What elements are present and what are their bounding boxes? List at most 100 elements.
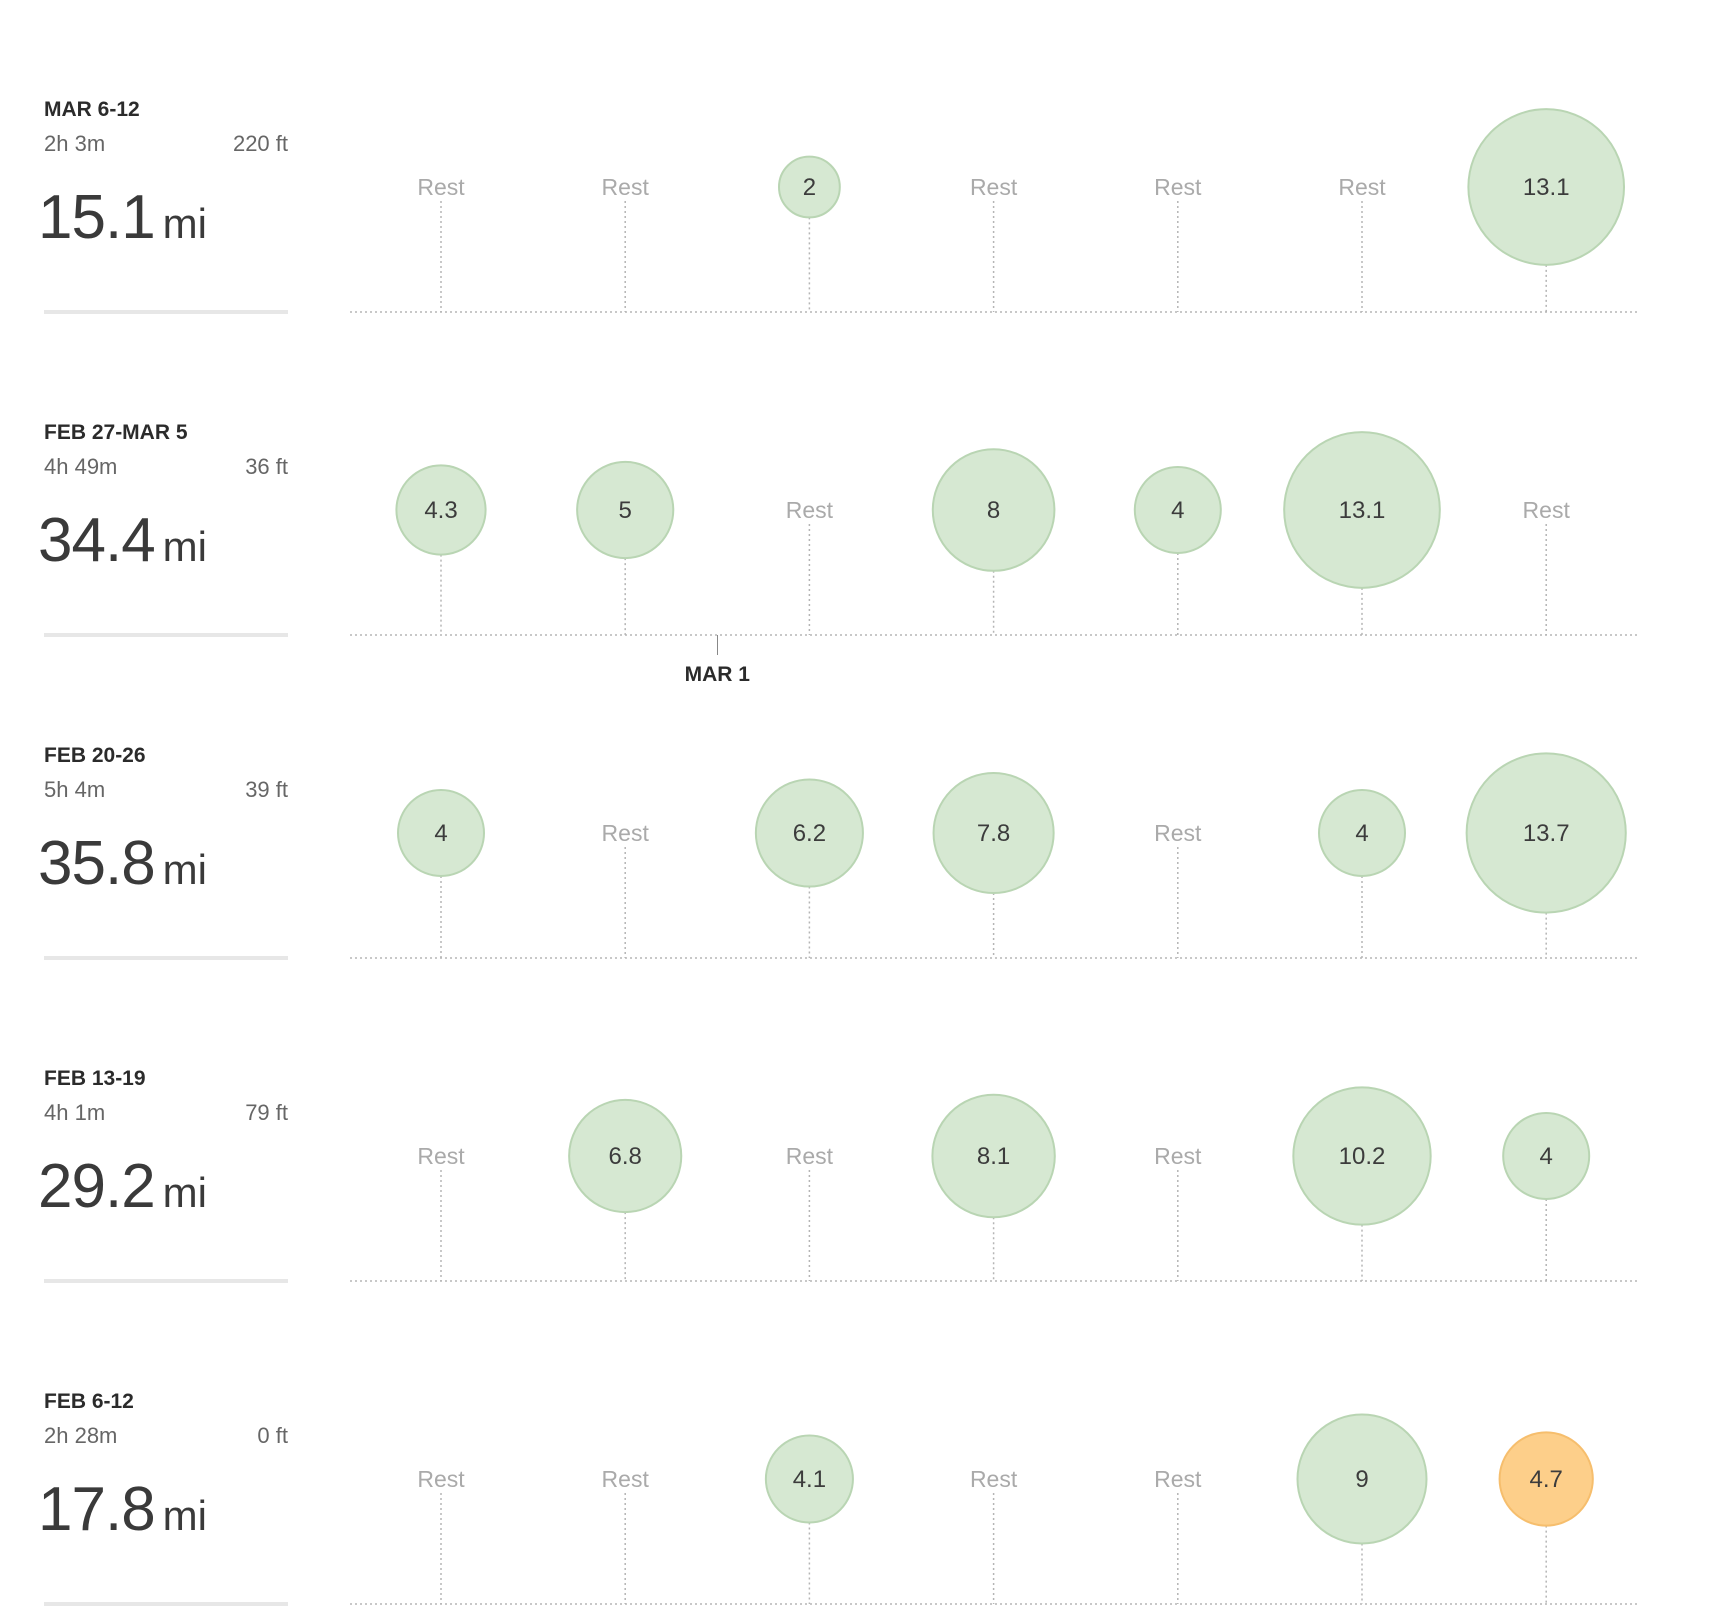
run-day[interactable]: 6.2 [754, 778, 864, 958]
run-day[interactable]: 7.8 [932, 771, 1055, 958]
rest-label: Rest [417, 174, 465, 200]
week-duration: 5h 4m [44, 777, 106, 802]
week-row[interactable]: FEB 13-19 4h 1m 79 ft 29.2 mi Rest 6.8 Rest… [0, 969, 1724, 1292]
run-day[interactable]: 13.1 [1467, 108, 1626, 312]
run-day[interactable]: 4.7 [1498, 1431, 1594, 1604]
run-bubble[interactable] [1465, 752, 1627, 914]
rest-day: Rest [786, 497, 834, 635]
run-bubble[interactable] [576, 460, 675, 560]
run-distance-label: 4.1 [793, 1466, 826, 1493]
rest-day: Rest [602, 820, 649, 958]
run-day[interactable]: 4.3 [395, 464, 487, 635]
run-day[interactable]: 2 [777, 155, 841, 312]
week-elevation: 220 ft [232, 131, 288, 156]
summary-divider [44, 1602, 288, 1606]
week-total: 29.2 mi [38, 1151, 207, 1222]
run-bubble[interactable] [397, 789, 485, 877]
week-duration: 2h 3m [44, 131, 106, 156]
run-distance-label: 13.1 [1523, 174, 1570, 201]
run-bubble[interactable] [568, 1098, 683, 1214]
week-total-value: 34.4 [38, 506, 156, 575]
summary-divider [44, 1279, 288, 1283]
rest-day: Rest [602, 174, 650, 312]
run-day[interactable]: 4 [1502, 1112, 1591, 1281]
rest-day: Rest [602, 1466, 649, 1604]
run-distance-label: 4.7 [1530, 1466, 1563, 1493]
run-bubble[interactable] [1502, 1112, 1591, 1200]
run-bubble[interactable] [931, 448, 1056, 572]
week-elevation: 39 ft [245, 777, 288, 802]
rest-label: Rest [970, 1466, 1018, 1492]
summary-divider [44, 310, 288, 314]
week-day-chart: Rest Rest 4.1 Rest Rest 9 4.7 [350, 1413, 1640, 1605]
run-day[interactable]: 9 [1296, 1413, 1428, 1605]
week-total-unit: mi [162, 1492, 207, 1539]
week-summary: FEB 27-MAR 5 4h 49m 36 ft 34.4 mi [38, 323, 288, 646]
rest-label: Rest [1154, 174, 1202, 200]
run-distance-label: 5 [619, 497, 632, 524]
run-day[interactable]: 8.1 [931, 1093, 1056, 1281]
week-row[interactable]: FEB 20-26 5h 4m 39 ft 35.8 mi 4 Rest 6.2 7.8… [0, 646, 1724, 969]
run-bubble[interactable] [1292, 1086, 1432, 1226]
run-day[interactable]: 13.7 [1465, 752, 1627, 958]
week-total-unit: mi [162, 846, 207, 893]
run-bubble[interactable] [932, 771, 1055, 895]
run-bubble[interactable] [395, 464, 487, 556]
week-total-value: 15.1 [38, 183, 156, 252]
run-day[interactable]: 6.8 [568, 1098, 683, 1281]
run-bubble[interactable] [777, 155, 841, 219]
rest-day: Rest [417, 1466, 465, 1604]
run-distance-label: 4 [1171, 497, 1184, 524]
run-bubble[interactable] [1318, 789, 1406, 877]
week-summary: FEB 6-12 2h 28m 0 ft 17.8 mi [38, 1292, 288, 1615]
run-distance-label: 8.1 [977, 1143, 1010, 1170]
run-bubble-highlight[interactable] [1498, 1431, 1594, 1527]
week-elevation: 79 ft [245, 1100, 288, 1125]
summary-divider [44, 633, 288, 637]
rest-day: Rest [1154, 1143, 1202, 1281]
week-day-chart: Rest 6.8 Rest 8.1 Rest 10.2 4 [350, 1086, 1640, 1282]
week-row[interactable]: MAR 6-12 2h 3m 220 ft 15.1 mi Rest Rest 2 Re… [0, 0, 1724, 323]
week-summary: FEB 13-19 4h 1m 79 ft 29.2 mi [38, 969, 288, 1292]
rest-label: Rest [417, 1143, 465, 1169]
week-row[interactable]: FEB 27-MAR 5 4h 49m 36 ft 34.4 mi 4.3 5 Res… [0, 323, 1724, 646]
run-day[interactable]: 4 [1133, 466, 1222, 635]
run-bubble[interactable] [931, 1093, 1056, 1219]
run-bubble[interactable] [764, 1434, 854, 1524]
run-distance-label: 2 [803, 174, 816, 201]
week-total: 17.8 mi [38, 1474, 207, 1545]
run-day[interactable]: 4 [397, 789, 485, 958]
week-total-value: 29.2 [38, 1152, 156, 1221]
run-distance-label: 4 [434, 820, 447, 847]
week-summary: MAR 6-12 2h 3m 220 ft 15.1 mi [38, 0, 288, 323]
run-bubble[interactable] [1467, 108, 1626, 266]
run-day[interactable]: 13.1 [1283, 431, 1441, 635]
week-elevation: 36 ft [245, 454, 288, 479]
run-day[interactable]: 8 [931, 448, 1056, 635]
run-day[interactable]: 10.2 [1292, 1086, 1432, 1281]
week-total-value: 17.8 [38, 1475, 156, 1544]
run-day[interactable]: 4.1 [764, 1434, 854, 1604]
week-total: 34.4 mi [38, 505, 207, 576]
week-label: FEB 27-MAR 5 [44, 421, 188, 444]
rest-day: Rest [417, 1143, 465, 1281]
week-duration: 4h 1m [44, 1100, 106, 1125]
week-duration: 4h 49m [44, 454, 118, 479]
week-label: MAR 6-12 [44, 98, 140, 121]
run-day[interactable]: 5 [576, 460, 675, 635]
run-bubble[interactable] [1133, 466, 1222, 554]
week-summary: FEB 20-26 5h 4m 39 ft 35.8 mi [38, 646, 288, 969]
run-bubble[interactable] [1296, 1413, 1428, 1545]
week-elevation: 0 ft [257, 1423, 288, 1448]
week-total: 15.1 mi [38, 182, 207, 253]
run-bubble[interactable] [754, 778, 864, 888]
week-row[interactable]: FEB 6-12 2h 28m 0 ft 17.8 mi Rest Rest 4.1 R… [0, 1292, 1724, 1615]
run-day[interactable]: 4 [1318, 789, 1406, 958]
run-distance-label: 7.8 [977, 820, 1010, 847]
rest-label: Rest [602, 174, 650, 200]
run-distance-label: 13.7 [1523, 820, 1570, 847]
run-bubble[interactable] [1283, 431, 1441, 589]
run-distance-label: 10.2 [1339, 1143, 1386, 1170]
run-distance-label: 4.3 [424, 497, 457, 524]
